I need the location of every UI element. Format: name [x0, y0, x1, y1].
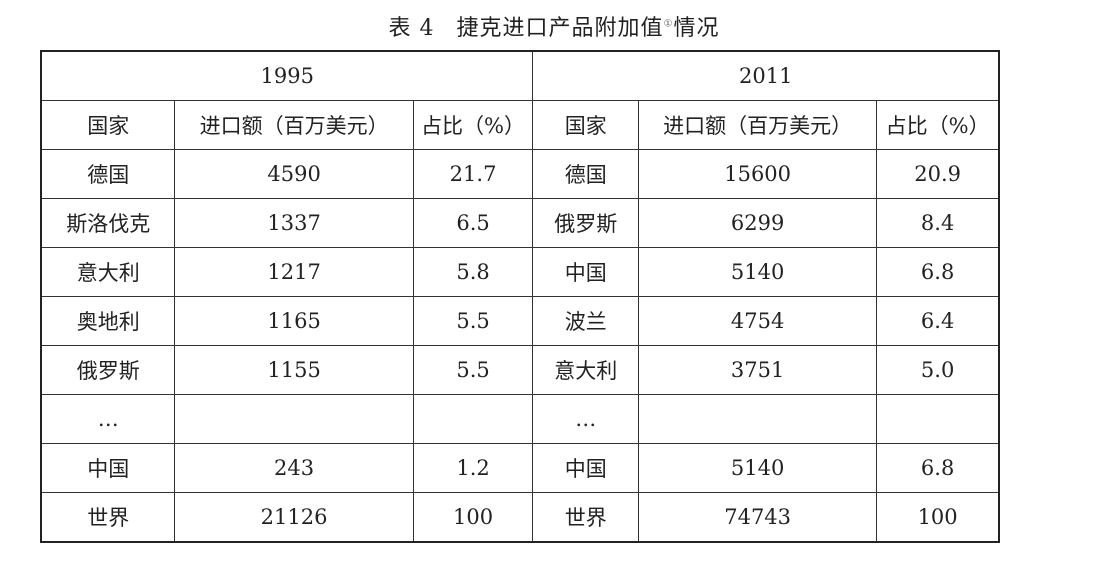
table-row: 中国 243 1.2 中国 5140 6.8 — [40, 443, 1000, 493]
table-cell: 20.9 — [876, 149, 1000, 199]
table-row: 俄罗斯 1155 5.5 意大利 3751 5.0 — [40, 345, 1000, 395]
table-cell: … — [40, 394, 176, 444]
table-cell: 5140 — [638, 247, 878, 297]
table-cell: 4754 — [638, 296, 878, 346]
table-cell: 意大利 — [40, 247, 176, 297]
header-cell: 占比（%） — [412, 100, 534, 150]
table-cell: 中国 — [532, 443, 640, 493]
header-cell: 进口额（百万美元） — [638, 100, 878, 150]
table-cell: 5.5 — [412, 296, 534, 346]
table-cell: 15600 — [638, 149, 878, 199]
column-header-row: 国家 进口额（百万美元） 占比（%） 国家 进口额（百万美元） 占比（%） — [40, 100, 1000, 150]
table-cell: 德国 — [532, 149, 640, 199]
table-cell: 1217 — [174, 247, 414, 297]
table-cell: 5.5 — [412, 345, 534, 395]
header-cell: 占比（%） — [876, 100, 1000, 150]
table-cell: 世界 — [40, 492, 176, 543]
table-row: 德国 4590 21.7 德国 15600 20.9 — [40, 149, 1000, 199]
footnote-marker: ① — [663, 18, 674, 30]
table-cell: 243 — [174, 443, 414, 493]
year-1995: 1995 — [40, 50, 534, 101]
table-cell: 100 — [876, 492, 1000, 543]
table-cell: 5.8 — [412, 247, 534, 297]
table-cell: 6.4 — [876, 296, 1000, 346]
table-cell: 中国 — [40, 443, 176, 493]
table-cell: 6299 — [638, 198, 878, 248]
table-cell — [876, 394, 1000, 444]
table-cell: 6.8 — [876, 247, 1000, 297]
table-cell: 5.0 — [876, 345, 1000, 395]
table-cell: 21.7 — [412, 149, 534, 199]
table-cell: 6.5 — [412, 198, 534, 248]
table-cell — [412, 394, 534, 444]
table-row: 意大利 1217 5.8 中国 5140 6.8 — [40, 247, 1000, 297]
header-cell: 进口额（百万美元） — [174, 100, 414, 150]
table-cell: 1165 — [174, 296, 414, 346]
table-cell: 6.8 — [876, 443, 1000, 493]
table-cell: 俄罗斯 — [532, 198, 640, 248]
table-cell: 意大利 — [532, 345, 640, 395]
table-row: …… — [40, 394, 1000, 444]
table-cell: 1155 — [174, 345, 414, 395]
table-cell: 21126 — [174, 492, 414, 543]
table-cell: 俄罗斯 — [40, 345, 176, 395]
table-row: 世界 21126 100 世界 74743 100 — [40, 492, 1000, 543]
table-cell — [638, 394, 878, 444]
import-table: 1995 2011 国家 进口额（百万美元） 占比（%） 国家 进口额（百万美元… — [40, 50, 1000, 543]
table-cell: 3751 — [638, 345, 878, 395]
table-cell: 100 — [412, 492, 534, 543]
table-cell: 世界 — [532, 492, 640, 543]
header-cell: 国家 — [40, 100, 176, 150]
table-cell: 5140 — [638, 443, 878, 493]
table-cell — [174, 394, 414, 444]
table-cell: 74743 — [638, 492, 878, 543]
table-title: 表 4 捷克进口产品附加值①情况 — [388, 16, 720, 41]
table-cell: 1337 — [174, 198, 414, 248]
table-cell: … — [532, 394, 640, 444]
table-row: 斯洛伐克 1337 6.5 俄罗斯 6299 8.4 — [40, 198, 1000, 248]
year-2011: 2011 — [532, 50, 1000, 101]
table-cell: 8.4 — [876, 198, 1000, 248]
table-cell: 中国 — [532, 247, 640, 297]
table-cell: 4590 — [174, 149, 414, 199]
header-cell: 国家 — [532, 100, 640, 150]
table-cell: 1.2 — [412, 443, 534, 493]
year-header-row: 1995 2011 — [40, 50, 1000, 101]
table-row: 奥地利 1165 5.5 波兰 4754 6.4 — [40, 296, 1000, 346]
table-cell: 波兰 — [532, 296, 640, 346]
table-cell: 斯洛伐克 — [40, 198, 176, 248]
table-cell: 德国 — [40, 149, 176, 199]
table-cell: 奥地利 — [40, 296, 176, 346]
